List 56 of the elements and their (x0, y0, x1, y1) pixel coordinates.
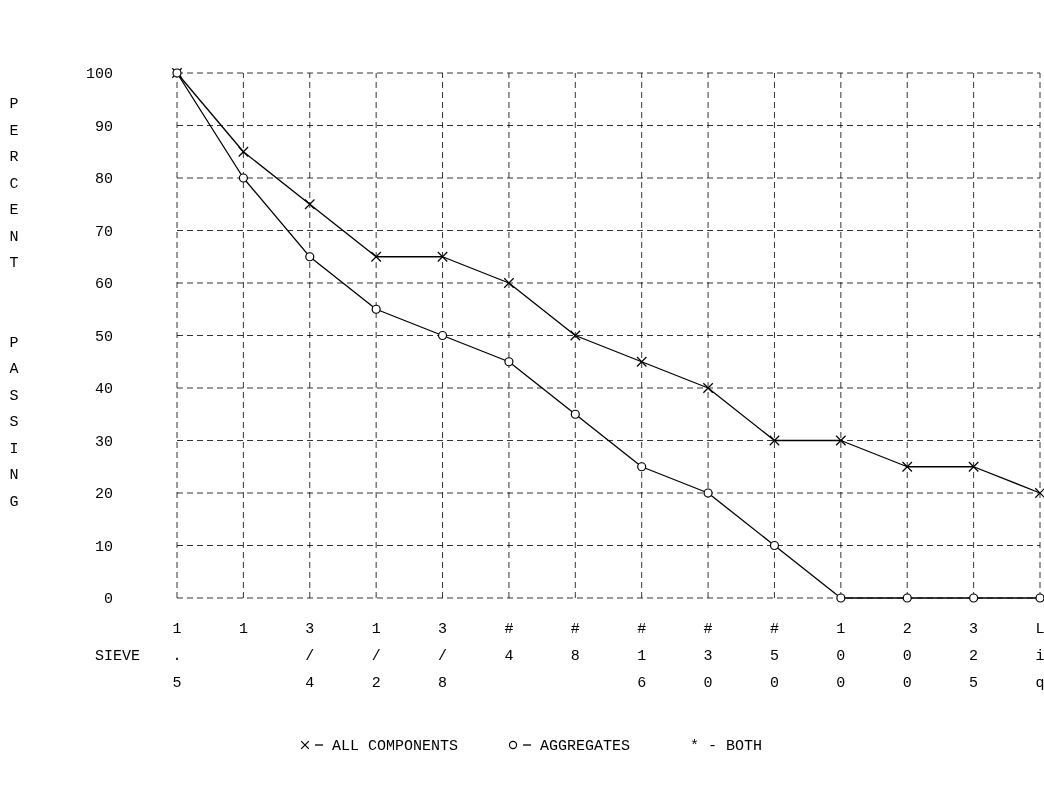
y-tick-label: 30 (94, 433, 113, 451)
x-tick-label: #8 (570, 621, 580, 665)
point (969, 593, 979, 603)
x-tick-label: #16 (637, 621, 647, 692)
y-tick-label: 70 (94, 223, 113, 241)
legend-label: AGGREGATES (540, 738, 631, 755)
y-axis-title: PERCENT PASSING (5, 96, 23, 520)
y-tick-label: 20 (94, 486, 113, 504)
point (570, 409, 580, 419)
y-tick-label: 60 (94, 276, 113, 294)
x-tick-label: #4 (504, 621, 514, 665)
legend-label: ALL COMPONENTS (332, 738, 459, 755)
point (370, 251, 382, 263)
point (238, 146, 249, 158)
y-tick-label: 40 (94, 381, 113, 399)
y-tick-label: 50 (94, 328, 113, 346)
point (504, 357, 514, 367)
y-tick-label: 90 (94, 118, 113, 136)
y-tick-label: 10 (94, 538, 113, 556)
point (437, 330, 448, 341)
point (836, 593, 846, 603)
y-tick-label: 80 (94, 171, 113, 189)
point (1035, 593, 1044, 603)
point (769, 435, 780, 446)
x-tick-label: 100 (836, 621, 846, 692)
text: * - BOTH (690, 738, 763, 755)
y-tick-label: 100 (85, 66, 113, 84)
point (769, 540, 780, 551)
point (305, 252, 315, 262)
point (503, 277, 515, 289)
point (902, 593, 912, 603)
x-tick-label: #30 (703, 621, 713, 692)
point (637, 462, 647, 472)
point (437, 251, 448, 263)
point (835, 435, 847, 446)
x-tick-label: 1/2 (371, 621, 381, 692)
point (702, 382, 714, 394)
point (569, 330, 581, 341)
point (636, 356, 648, 368)
point (371, 304, 381, 314)
x-tick-label: 3/8 (438, 621, 448, 692)
x-tick-label: 200 (902, 621, 912, 692)
point (304, 198, 316, 210)
x-tick-label: 3/4 (305, 621, 315, 692)
point (703, 488, 713, 498)
x-axis-title: SIEVE (95, 648, 141, 665)
x-tick-label: 1.5 (172, 621, 182, 692)
point (1034, 487, 1044, 499)
point (238, 173, 248, 183)
point (968, 461, 979, 473)
y-tick-label: 0 (103, 591, 113, 609)
x-tick-label: Liq (1035, 621, 1044, 692)
x-tick-label: #50 (769, 621, 779, 692)
x-tick-label: 325 (969, 621, 979, 692)
point (901, 461, 913, 473)
x-tick-label: 1 (238, 621, 248, 638)
